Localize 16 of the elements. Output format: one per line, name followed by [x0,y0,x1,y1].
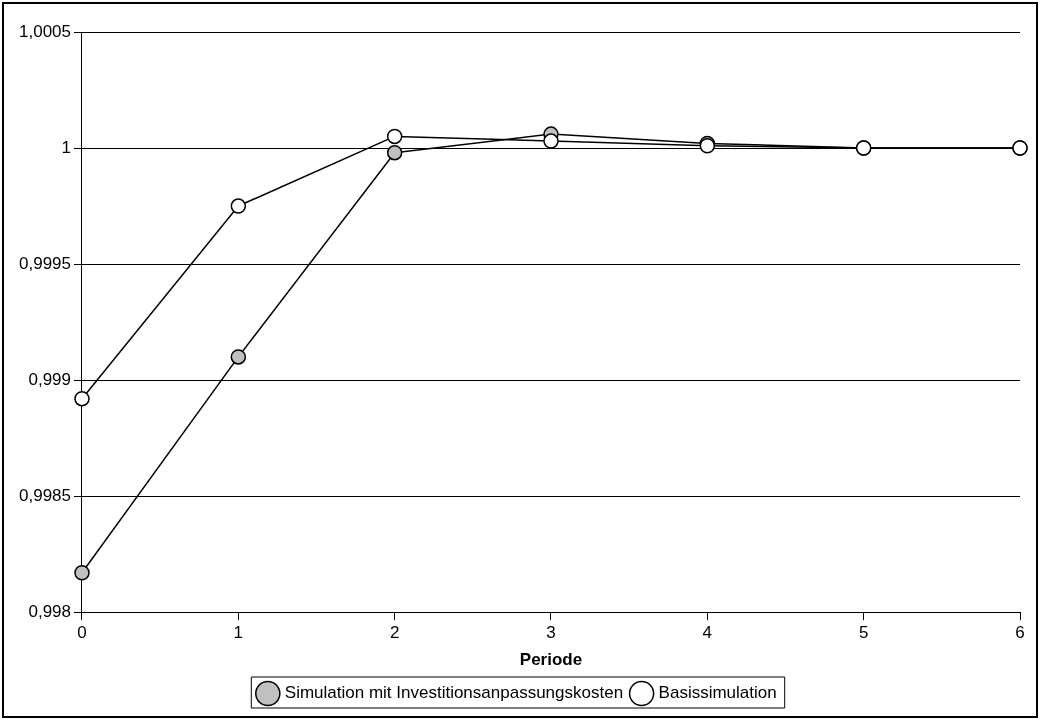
x-tick-label: 0 [77,623,87,643]
y-tick-label: 0,9995 [19,253,71,273]
x-tick-label: 4 [702,623,713,643]
x-tick-label: 5 [858,623,869,643]
x-axis-title: Periode [519,650,583,670]
legend-label: Simulation mit Investitionsanpassungskosten [284,683,624,703]
y-tick-label: 0,9985 [19,485,71,505]
x-tick-label: 2 [389,623,400,643]
y-tick-label: 0,998 [28,601,71,621]
y-tick-label: 1 [61,137,71,157]
x-tick-label: 3 [546,623,556,643]
y-tick-label: 1,0005 [19,21,71,41]
legend-label: Basissimulation [658,683,777,703]
y-tick-label: 0,999 [28,369,71,389]
x-tick-label: 1 [233,623,244,643]
x-tick-label: 6 [1015,623,1025,643]
